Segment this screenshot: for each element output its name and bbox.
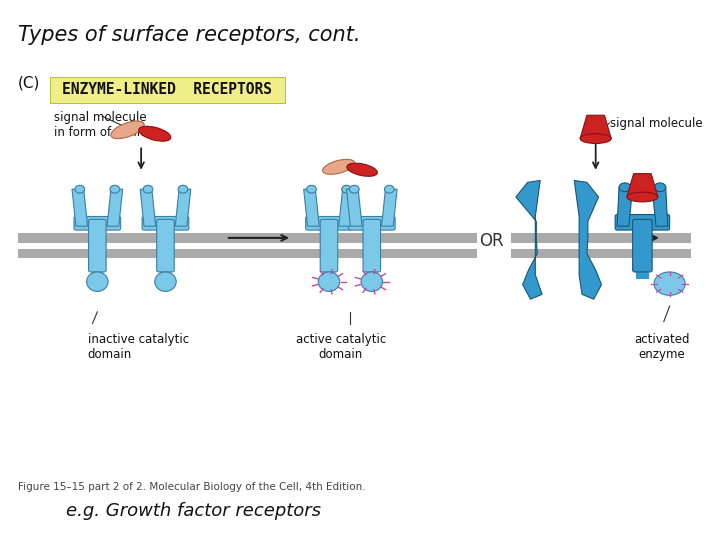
- FancyBboxPatch shape: [74, 217, 121, 230]
- Bar: [292, 248, 477, 258]
- Ellipse shape: [323, 159, 355, 174]
- FancyBboxPatch shape: [89, 219, 106, 272]
- FancyBboxPatch shape: [305, 217, 352, 230]
- Text: ENZYME-LINKED  RECEPTORS: ENZYME-LINKED RECEPTORS: [63, 83, 272, 97]
- FancyBboxPatch shape: [363, 219, 381, 272]
- Ellipse shape: [361, 272, 382, 292]
- Ellipse shape: [627, 192, 658, 202]
- Polygon shape: [140, 189, 156, 226]
- Ellipse shape: [580, 134, 611, 144]
- Ellipse shape: [347, 163, 377, 177]
- FancyBboxPatch shape: [615, 214, 670, 230]
- Ellipse shape: [654, 183, 666, 192]
- Polygon shape: [652, 187, 667, 226]
- FancyBboxPatch shape: [633, 219, 652, 272]
- Bar: [366, 264, 378, 276]
- Ellipse shape: [86, 272, 108, 292]
- Polygon shape: [382, 189, 397, 226]
- Bar: [160, 264, 171, 276]
- Bar: [642, 233, 691, 243]
- Text: Figure 15–15 part 2 of 2. Molecular Biology of the Cell, 4th Edition.: Figure 15–15 part 2 of 2. Molecular Biol…: [17, 482, 365, 492]
- FancyBboxPatch shape: [320, 219, 338, 272]
- Ellipse shape: [139, 126, 171, 141]
- Text: signal molecule
in form of a dimer: signal molecule in form of a dimer: [53, 111, 160, 139]
- Ellipse shape: [654, 272, 685, 295]
- Text: inactive catalytic
domain: inactive catalytic domain: [88, 333, 189, 361]
- Polygon shape: [304, 189, 319, 226]
- Ellipse shape: [341, 185, 351, 193]
- Ellipse shape: [155, 272, 176, 292]
- Bar: [511, 248, 642, 258]
- Polygon shape: [516, 180, 542, 299]
- Text: signal molecule: signal molecule: [611, 117, 703, 130]
- Bar: [17, 248, 292, 258]
- Polygon shape: [338, 189, 354, 226]
- Bar: [17, 233, 292, 243]
- FancyBboxPatch shape: [157, 219, 174, 272]
- Bar: [292, 233, 477, 243]
- Polygon shape: [580, 115, 611, 139]
- Polygon shape: [72, 189, 88, 226]
- FancyBboxPatch shape: [50, 77, 285, 103]
- Ellipse shape: [619, 183, 631, 192]
- Polygon shape: [575, 180, 601, 299]
- Polygon shape: [627, 174, 658, 197]
- Ellipse shape: [349, 185, 359, 193]
- Bar: [642, 248, 691, 258]
- Ellipse shape: [307, 185, 316, 193]
- Polygon shape: [107, 189, 122, 226]
- Text: activated
enzyme: activated enzyme: [634, 333, 690, 361]
- Text: (C): (C): [17, 76, 40, 91]
- Ellipse shape: [111, 121, 144, 139]
- Ellipse shape: [110, 185, 120, 193]
- Ellipse shape: [75, 185, 85, 193]
- Ellipse shape: [143, 185, 153, 193]
- Ellipse shape: [318, 272, 340, 292]
- Text: e.g. Growth factor receptors: e.g. Growth factor receptors: [66, 502, 321, 519]
- FancyBboxPatch shape: [348, 217, 395, 230]
- Polygon shape: [346, 189, 362, 226]
- Ellipse shape: [178, 185, 188, 193]
- Text: Types of surface receptors, cont.: Types of surface receptors, cont.: [17, 25, 360, 45]
- Bar: [91, 264, 103, 276]
- Bar: [636, 261, 649, 279]
- Bar: [511, 233, 642, 243]
- Polygon shape: [175, 189, 191, 226]
- Ellipse shape: [384, 185, 394, 193]
- Bar: [323, 264, 335, 276]
- Text: OR: OR: [480, 232, 504, 250]
- Polygon shape: [617, 187, 633, 226]
- Text: active catalytic
domain: active catalytic domain: [295, 333, 386, 361]
- FancyBboxPatch shape: [142, 217, 189, 230]
